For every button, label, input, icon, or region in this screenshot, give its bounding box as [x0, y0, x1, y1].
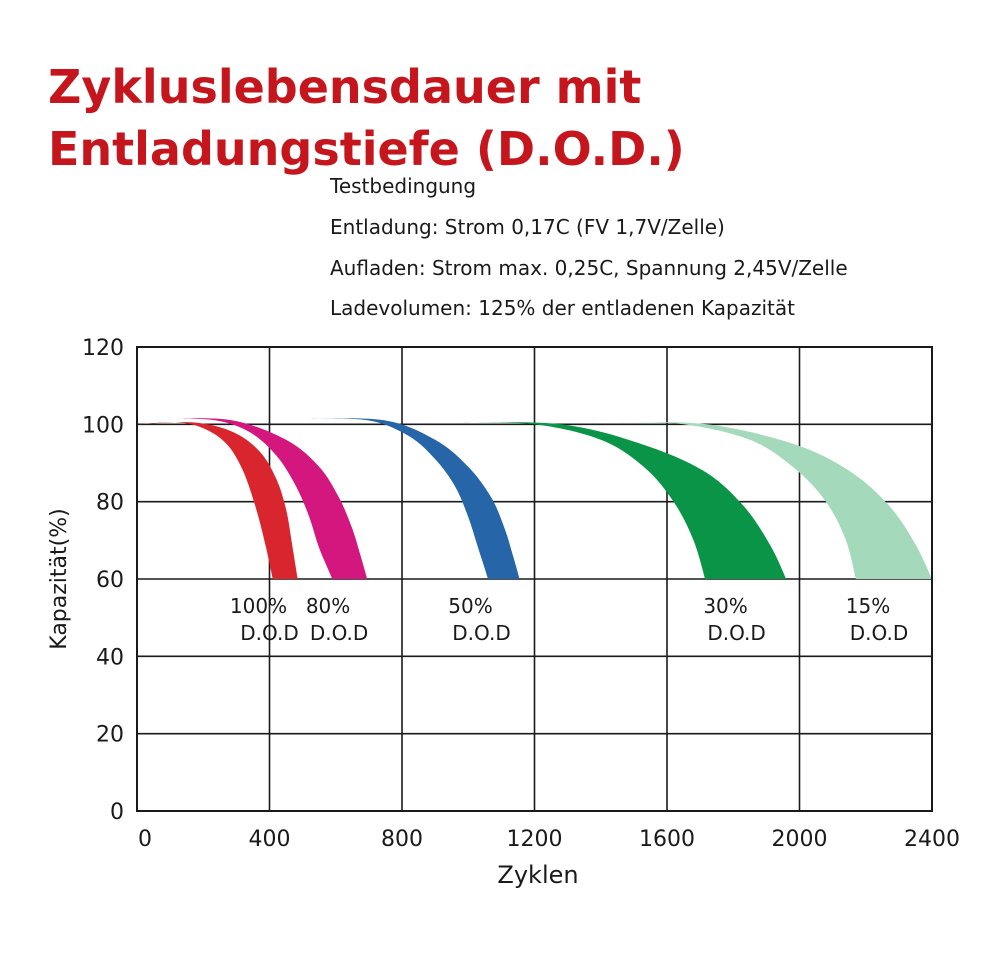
dod-label-text-3: D.O.D — [707, 621, 765, 645]
x-tick-label: 1200 — [507, 827, 563, 852]
dod-band-4 — [614, 422, 932, 579]
x-tick-label: 2400 — [904, 827, 960, 852]
x-tick-label: 800 — [381, 827, 423, 852]
y-tick-label: 0 — [110, 800, 124, 825]
dod-label-percent-1: 80% — [306, 594, 350, 618]
y-tick-label: 100 — [82, 413, 124, 438]
dod-band-2 — [309, 418, 520, 579]
dod-label-percent-3: 30% — [703, 594, 747, 618]
test-condition-heading: Testbedingung — [330, 174, 477, 198]
test-condition-charge-volume: Ladevolumen: 125% der entladenen Kapazit… — [330, 296, 795, 320]
y-tick-label: 40 — [96, 645, 124, 670]
y-tick-label: 20 — [96, 723, 124, 748]
y-tick-label: 80 — [96, 491, 124, 516]
x-axis-label: Zyklen — [497, 861, 578, 889]
dod-band-3 — [458, 422, 787, 579]
x-tick-label: 400 — [249, 827, 291, 852]
x-tick-label: 2000 — [772, 827, 828, 852]
dod-label-percent-2: 50% — [448, 594, 492, 618]
dod-band-1 — [173, 418, 368, 579]
dod-label-text-1: D.O.D — [310, 621, 368, 645]
dod-label-text-2: D.O.D — [452, 621, 510, 645]
dod-band-0 — [137, 422, 298, 579]
y-tick-label: 60 — [96, 568, 124, 593]
dod-label-percent-0: 100% — [230, 594, 287, 618]
dod-label-percent-4: 15% — [846, 594, 890, 618]
x-tick-label: 0 — [138, 827, 152, 852]
y-axis-label: Kapazität(%) — [47, 508, 72, 649]
chart-title: Zykluslebensdauer mit Entladungstiefe (D… — [48, 60, 685, 176]
dod-label-text-4: D.O.D — [850, 621, 908, 645]
dod-label-text-0: D.O.D — [240, 621, 298, 645]
test-condition-charge: Aufladen: Strom max. 0,25C, Spannung 2,4… — [330, 256, 848, 280]
plot-frame — [136, 346, 933, 812]
test-condition-discharge: Entladung: Strom 0,17C (FV 1,7V/Zelle) — [330, 215, 725, 239]
x-tick-label: 1600 — [639, 827, 695, 852]
y-tick-label: 120 — [82, 336, 124, 361]
